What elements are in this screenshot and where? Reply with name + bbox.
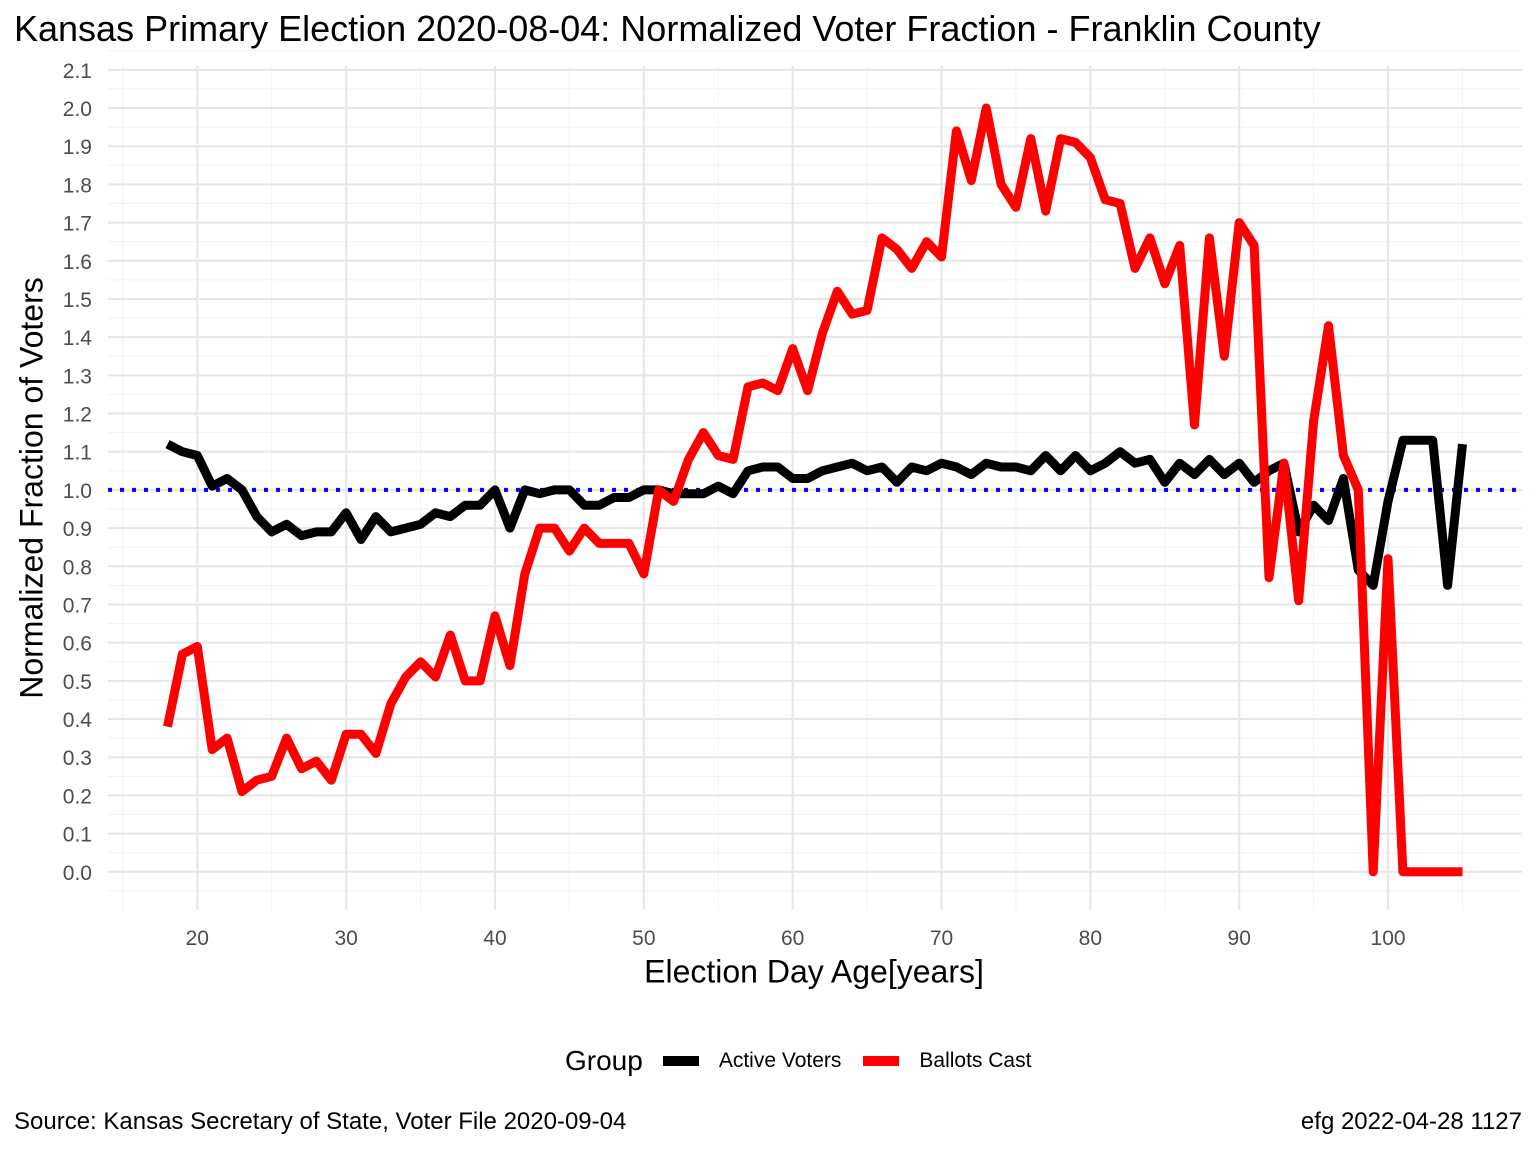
y-tick-label: 0.0 <box>63 862 92 885</box>
legend-item-active-voters: Active Voters <box>662 1049 842 1073</box>
x-tick-label: 50 <box>632 927 655 950</box>
series-line-active-voters <box>165 435 1467 590</box>
y-tick-label: 0.3 <box>63 747 92 770</box>
x-tick-label: 30 <box>334 927 357 950</box>
y-tick-label: 0.9 <box>63 518 92 541</box>
legend-key-active-voters <box>662 1056 699 1066</box>
x-tick-label: 100 <box>1371 927 1406 950</box>
y-tick-label: 0.1 <box>63 824 92 847</box>
major-gridlines <box>108 66 1522 910</box>
legend-item-ballots-cast: Ballots Cast <box>863 1049 1031 1073</box>
x-tick-label: 20 <box>186 927 209 950</box>
x-axis-tick-labels: 20 30 40 50 60 70 80 90 100 <box>186 927 1406 950</box>
y-tick-label: 1.0 <box>63 480 92 503</box>
y-tick-label: 2.1 <box>63 60 92 83</box>
y-tick-label: 0.6 <box>63 633 92 656</box>
y-tick-label: 0.5 <box>63 671 92 694</box>
y-tick-label: 0.2 <box>63 785 92 808</box>
y-tick-label: 1.6 <box>63 251 92 274</box>
y-tick-label: 1.5 <box>63 289 92 312</box>
x-tick-label: 70 <box>930 927 953 950</box>
x-tick-label: 40 <box>483 927 506 950</box>
y-tick-label: 1.3 <box>63 365 92 388</box>
y-axis-tick-labels: 0.0 0.1 0.2 0.3 0.4 0.5 0.6 0.7 0.8 0.9 1.0 1.1 1.2 1… <box>63 60 93 885</box>
y-tick-label: 1.2 <box>63 404 92 427</box>
legend-label-active-voters: Active Voters <box>718 1049 842 1072</box>
y-axis-label: Normalized Fraction of Voters <box>13 277 50 699</box>
y-tick-label: 1.8 <box>63 174 92 197</box>
chart-title: Kansas Primary Election 2020-08-04: Norm… <box>14 8 1321 49</box>
legend-label-ballots-cast: Ballots Cast <box>919 1049 1032 1072</box>
y-tick-label: 1.7 <box>63 213 92 236</box>
y-tick-label: 0.4 <box>63 709 93 732</box>
series-layer <box>163 103 1467 877</box>
y-tick-label: 1.4 <box>63 327 93 350</box>
legend: Group Active Voters Ballots Cast <box>565 1040 1053 1082</box>
x-tick-label: 80 <box>1079 927 1102 950</box>
source-caption: Source: Kansas Secretary of State, Voter… <box>14 1108 627 1135</box>
x-tick-label: 90 <box>1228 927 1251 950</box>
y-tick-label: 1.1 <box>63 442 92 465</box>
legend-key-ballots-cast <box>863 1056 900 1066</box>
x-axis-label: Election Day Age[years] <box>644 953 984 990</box>
y-tick-label: 2.0 <box>63 98 92 121</box>
y-tick-label: 0.8 <box>63 556 92 579</box>
series-line-ballots-cast <box>163 103 1463 877</box>
y-tick-label: 0.7 <box>63 594 92 617</box>
credit-caption: efg 2022-04-28 1127 <box>1300 1108 1522 1135</box>
y-tick-label: 1.9 <box>63 136 92 159</box>
legend-title: Group <box>565 1045 643 1076</box>
x-tick-label: 60 <box>781 927 804 950</box>
